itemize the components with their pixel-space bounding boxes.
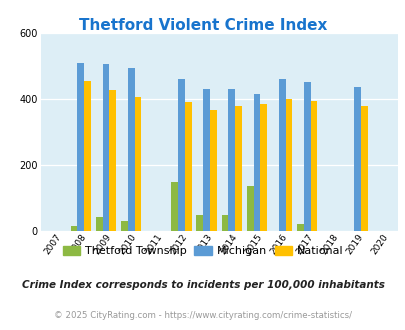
Bar <box>171 182 178 231</box>
Bar <box>234 106 241 231</box>
Bar <box>178 79 184 231</box>
Bar <box>278 79 285 231</box>
Bar <box>360 106 367 231</box>
Bar <box>246 186 253 231</box>
Bar <box>121 221 128 231</box>
Text: © 2025 CityRating.com - https://www.cityrating.com/crime-statistics/: © 2025 CityRating.com - https://www.city… <box>54 311 351 320</box>
Bar <box>296 224 303 231</box>
Bar <box>134 97 141 231</box>
Text: Thetford Violent Crime Index: Thetford Violent Crime Index <box>79 18 326 33</box>
Bar <box>203 89 209 231</box>
Bar <box>96 217 102 231</box>
Bar <box>228 89 234 231</box>
Bar <box>285 99 292 231</box>
Text: Crime Index corresponds to incidents per 100,000 inhabitants: Crime Index corresponds to incidents per… <box>21 280 384 290</box>
Bar <box>353 87 360 231</box>
Bar <box>70 226 77 231</box>
Bar <box>253 94 260 231</box>
Bar <box>209 110 216 231</box>
Bar <box>102 64 109 231</box>
Bar <box>310 101 317 231</box>
Bar <box>128 68 134 231</box>
Bar <box>221 215 228 231</box>
Bar <box>84 81 91 231</box>
Bar <box>184 102 191 231</box>
Bar <box>303 82 310 231</box>
Bar <box>77 63 84 231</box>
Bar <box>260 104 266 231</box>
Bar <box>196 215 203 231</box>
Bar <box>109 90 116 231</box>
Legend: Thetford Township, Michigan, National: Thetford Township, Michigan, National <box>58 242 347 261</box>
